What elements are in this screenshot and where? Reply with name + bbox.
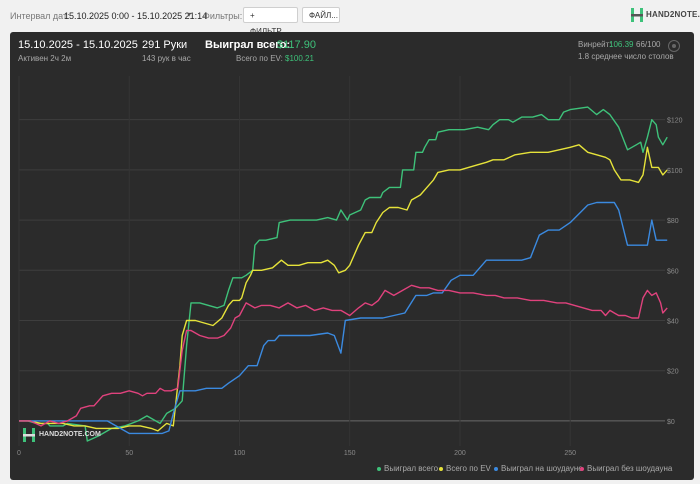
logo-text: HAND2NOTE.COM <box>646 10 700 19</box>
x-tick-label: 200 <box>454 450 466 457</box>
y-tick-label: $0 <box>667 419 675 426</box>
legend-label: Выиграл на шоудауне <box>501 464 583 473</box>
ev-total-label: Всего по EV: <box>236 54 283 63</box>
ev-total-value: $100.21 <box>285 54 314 63</box>
y-tick-label: $120 <box>667 118 683 125</box>
file-button[interactable]: ФАЙЛ... <box>302 7 340 23</box>
y-tick-label: $40 <box>667 318 679 325</box>
hand2note-logo-icon <box>631 8 643 22</box>
winrate-value: 106.39 <box>609 40 634 49</box>
series-line-3 <box>19 284 668 427</box>
gear-icon[interactable] <box>668 40 680 52</box>
avg-tables: 1.8 среднее число столов <box>578 52 674 61</box>
watermark-logo-icon <box>23 428 35 442</box>
series-line-1 <box>19 144 668 432</box>
chevron-down-icon[interactable]: ▾ <box>187 10 192 19</box>
legend-swatch <box>439 466 443 471</box>
x-tick-label: 0 <box>17 450 21 457</box>
legend-item[interactable]: Выиграл на шоудауне <box>494 464 583 473</box>
top-toolbar: Интервал дат: 15.10.2025 0:00 - 15.10.20… <box>0 0 700 36</box>
x-tick-label: 100 <box>234 450 246 457</box>
legend-swatch <box>494 466 498 471</box>
won-total-value: $117.90 <box>277 39 316 51</box>
y-tick-label: $100 <box>667 168 683 175</box>
legend-item[interactable]: Выиграл без шоудауна <box>580 464 672 473</box>
hands-per-hour: 143 рук в час <box>142 54 191 63</box>
legend-label: Всего по EV <box>446 464 491 473</box>
y-tick-label: $20 <box>667 369 679 376</box>
hands-count: 291 Руки <box>142 39 188 51</box>
y-tick-label: $80 <box>667 218 679 225</box>
y-tick-label: $60 <box>667 268 679 275</box>
x-tick-label: 250 <box>564 450 576 457</box>
interval-dropdown[interactable]: 15.10.2025 0:00 - 15.10.2025 21:14 <box>64 11 208 21</box>
legend-label: Выиграл без шоудауна <box>587 464 673 473</box>
add-filter-button[interactable]: + ФИЛЬТР... <box>243 7 298 36</box>
legend-swatch <box>377 466 381 471</box>
x-tick-label: 150 <box>344 450 356 457</box>
legend-label: Выиграл всего <box>384 464 439 473</box>
winrate-sample: 66/100 <box>636 40 661 49</box>
filters-label: Фильтры: <box>203 11 243 21</box>
graph-panel <box>10 32 694 480</box>
series-line-2 <box>19 201 668 435</box>
interval-label: Интервал дат: <box>10 11 70 21</box>
series-line-0 <box>19 106 668 442</box>
legend-item[interactable]: Выиграл всего <box>377 464 438 473</box>
hand2note-logo[interactable]: HAND2NOTE.COM <box>631 8 700 22</box>
winrate-label: Винрейт: <box>578 40 612 49</box>
date-range: 15.10.2025 - 15.10.2025 <box>18 39 138 51</box>
legend-item[interactable]: Всего по EV <box>439 464 491 473</box>
x-tick-label: 50 <box>125 450 133 457</box>
active-time: Активен 2ч 2м <box>18 54 72 63</box>
legend-swatch <box>580 466 584 471</box>
watermark-text: HAND2NOTE.COM <box>39 431 101 438</box>
won-total-label: Выиграл всего: <box>205 39 291 51</box>
